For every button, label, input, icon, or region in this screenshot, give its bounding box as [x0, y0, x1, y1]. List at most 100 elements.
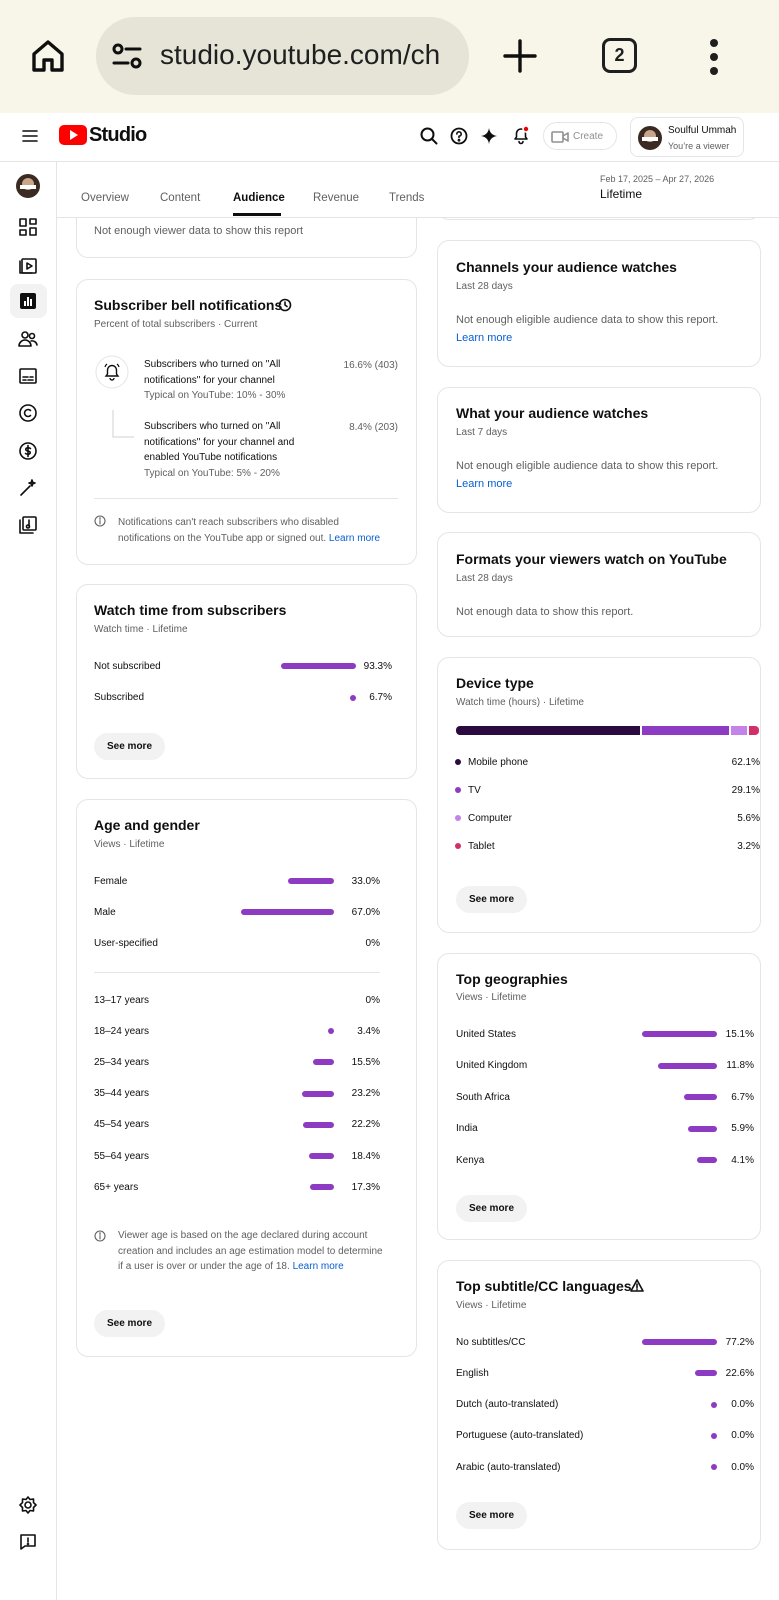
card-title: Formats your viewers watch on YouTube [456, 550, 727, 567]
bell-icon [95, 355, 129, 389]
empty-message: Not enough data to show this report. [456, 605, 634, 618]
dashboard-nav[interactable] [19, 218, 37, 236]
tab-count[interactable]: 2 [602, 38, 637, 73]
search-button[interactable] [420, 127, 438, 145]
learn-more-link[interactable]: Learn more [456, 477, 513, 490]
row-label: User-specified [94, 937, 158, 949]
tab-indicator [233, 213, 281, 216]
row-value: 6.7% [731, 1091, 754, 1103]
info-icon [94, 1230, 106, 1242]
row-value: 15.1% [725, 1028, 754, 1040]
see-more-button[interactable]: See more [456, 1195, 527, 1222]
see-more-button[interactable]: See more [456, 886, 527, 913]
date-period[interactable]: Lifetime [600, 187, 643, 201]
url-text: studio.youtube.com/ch [160, 39, 441, 70]
row-label: 65+ years [94, 1181, 139, 1193]
community-nav[interactable] [18, 330, 38, 348]
bar [683, 1094, 717, 1100]
account-role: You’re a viewer [668, 141, 730, 151]
bar [350, 694, 356, 701]
menu-button[interactable] [706, 38, 722, 76]
settings-nav[interactable] [19, 1496, 37, 1514]
account-avatar [638, 126, 662, 150]
learn-more-link[interactable]: Learn more [328, 532, 381, 544]
feedback-nav[interactable] [19, 1533, 37, 1551]
stacked-bar-segment [456, 726, 641, 735]
earn-nav[interactable] [19, 442, 37, 460]
tab[interactable]: Trends [389, 191, 425, 204]
item-value: 8.4% (203) [349, 421, 398, 433]
site-settings-icon[interactable] [112, 42, 144, 70]
connector [112, 410, 134, 438]
item-text: Subscribers who turned on "All notificat… [144, 421, 295, 464]
bar [711, 1464, 717, 1471]
learn-more-link[interactable]: Learn more [456, 331, 513, 344]
home-button[interactable] [28, 36, 68, 76]
tab[interactable]: Audience [233, 191, 285, 204]
account-button[interactable]: Soulful Ummah You’re a viewer [630, 117, 744, 157]
bar [241, 909, 334, 915]
customization-nav[interactable] [19, 479, 37, 497]
row-label: 35–44 years [94, 1088, 150, 1100]
row-value: 93.3% [363, 660, 392, 672]
card-title: Device type [456, 674, 534, 691]
row-label: Dutch (auto-translated) [456, 1399, 559, 1411]
content-nav[interactable] [19, 256, 37, 274]
see-more-button[interactable]: See more [456, 1502, 527, 1529]
info-note: Viewer age is based on the age declared … [118, 1230, 383, 1273]
row-value: 3.4% [357, 1025, 380, 1037]
bar [687, 1125, 717, 1132]
tab[interactable]: Revenue [313, 191, 360, 204]
row-label: Kenya [456, 1154, 485, 1166]
copyright-nav[interactable] [19, 404, 37, 422]
row-label: TV [468, 784, 481, 796]
tab[interactable]: Content [160, 191, 201, 204]
card-subtitle: Last 7 days [456, 426, 508, 438]
subtitles-nav[interactable] [19, 368, 37, 384]
bar [642, 1339, 717, 1345]
row-label: Arabic (auto-translated) [456, 1461, 561, 1473]
row-label: Portuguese (auto-translated) [456, 1430, 584, 1442]
create-button[interactable]: Create [543, 122, 617, 150]
help-button[interactable] [450, 127, 468, 145]
row-label: 18–24 years [94, 1025, 150, 1037]
channel-avatar[interactable] [15, 173, 41, 199]
card-subtitle: Views · Lifetime [94, 838, 165, 850]
learn-more-link[interactable]: Learn more [292, 1261, 344, 1273]
row-value: 3.2% [737, 840, 760, 852]
analytics-nav[interactable] [20, 293, 36, 309]
bar [658, 1062, 717, 1069]
row-value: 62.1% [731, 756, 760, 768]
item-text: Subscribers who turned on "All notificat… [144, 359, 281, 386]
ai-button[interactable] [480, 127, 498, 145]
create-icon [551, 131, 569, 143]
row-label: Mobile phone [468, 756, 529, 768]
audio-library-nav[interactable] [19, 516, 37, 534]
row-value: 0.0% [731, 1461, 754, 1473]
row-value: 67.0% [351, 906, 380, 918]
row-label: 13–17 years [94, 994, 150, 1006]
row-value: 18.4% [351, 1150, 380, 1162]
bar [711, 1401, 717, 1408]
date-range[interactable]: Feb 17, 2025 – Apr 27, 2026 [600, 174, 715, 184]
bar [642, 1031, 717, 1037]
card-subtitle: Watch time (hours) · Lifetime [456, 696, 584, 708]
row-label: No subtitles/CC [456, 1336, 526, 1348]
row-label: Subscribed [94, 692, 145, 703]
tab[interactable]: Overview [81, 191, 129, 204]
brand[interactable]: Studio [89, 124, 147, 146]
card [76, 279, 417, 565]
url-bar[interactable]: studio.youtube.com/ch [96, 17, 469, 95]
legend-dot [455, 759, 461, 765]
row-label: Tablet [468, 840, 495, 852]
new-tab-button[interactable] [502, 38, 538, 74]
menu-button[interactable] [22, 129, 38, 143]
bar [308, 1153, 334, 1159]
see-more-button[interactable]: See more [94, 1310, 165, 1337]
logo[interactable] [59, 125, 87, 145]
history-icon [278, 298, 292, 312]
notifications-button[interactable] [511, 125, 531, 145]
see-more-button[interactable]: See more [94, 733, 165, 760]
info-icon [94, 515, 106, 527]
row-label: South Africa [456, 1091, 510, 1103]
